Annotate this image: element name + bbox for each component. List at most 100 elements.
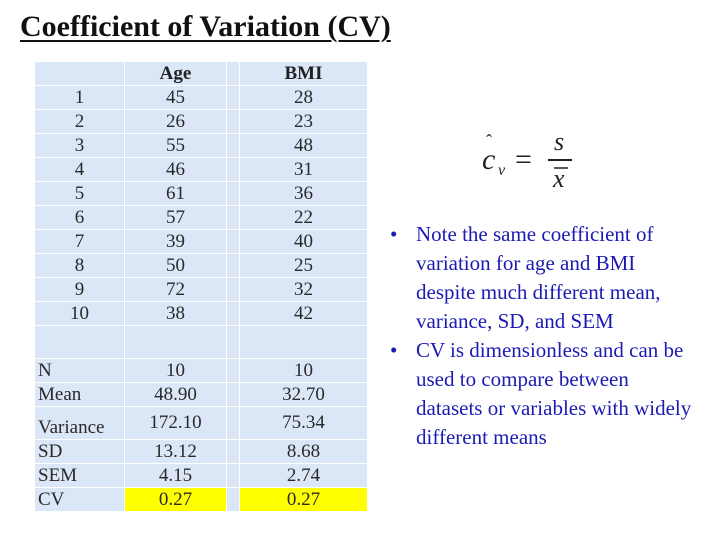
bmi-value: 42 <box>239 301 368 326</box>
row-index: 5 <box>34 181 125 206</box>
bmi-value: 23 <box>239 109 368 134</box>
spacer-cell <box>226 439 240 464</box>
age-value: 45 <box>124 85 227 110</box>
spacer-cell <box>226 382 240 407</box>
row-index: 2 <box>34 109 125 134</box>
spacer-cell <box>226 487 240 512</box>
formula-denominator: x <box>552 164 565 193</box>
bmi-value: 10 <box>239 358 368 383</box>
age-value: 72 <box>124 277 227 302</box>
note-text: Note the same coefficient of variation f… <box>416 222 661 333</box>
formula-numerator: s <box>554 127 564 156</box>
spacer-cell <box>226 61 240 86</box>
bmi-value: 25 <box>239 253 368 278</box>
stats-row-mean: Mean 48.90 32.70 <box>34 382 368 407</box>
note-text: CV is dimensionless and can be used to c… <box>416 338 692 449</box>
spacer-cell <box>226 133 240 158</box>
header-cell-bmi: BMI <box>239 61 368 86</box>
spacer-cell <box>226 229 240 254</box>
age-value: 48.90 <box>124 382 227 407</box>
bmi-value: 22 <box>239 205 368 230</box>
blank-row <box>34 325 368 359</box>
hat-accent: ˆ <box>486 131 492 151</box>
stat-label: CV <box>34 487 125 512</box>
page-title: Coefficient of Variation (CV) <box>20 10 391 43</box>
stats-row-cv: CV 0.27 0.27 <box>34 487 368 512</box>
stat-label: SD <box>34 439 125 464</box>
formula-lhs: c <box>482 143 495 176</box>
row-index: 7 <box>34 229 125 254</box>
spacer-cell <box>226 181 240 206</box>
age-value: 55 <box>124 133 227 158</box>
spacer-cell <box>226 205 240 230</box>
table-row: 7 39 40 <box>34 229 368 254</box>
header-cell-age: Age <box>124 61 227 86</box>
age-value: 26 <box>124 109 227 134</box>
bmi-value: 32 <box>239 277 368 302</box>
spacer-cell <box>226 325 240 359</box>
list-item: • Note the same coefficient of variation… <box>388 220 698 336</box>
age-value: 172.10 <box>124 406 227 440</box>
spacer-cell <box>226 157 240 182</box>
bmi-value: 8.68 <box>239 439 368 464</box>
data-table: Age BMI 1 45 28 2 26 23 3 55 48 4 46 31 <box>34 61 368 512</box>
stat-label: Variance <box>34 406 125 440</box>
age-value: 13.12 <box>124 439 227 464</box>
blank-cell <box>239 325 368 359</box>
table-row: 9 72 32 <box>34 277 368 302</box>
row-index: 8 <box>34 253 125 278</box>
spacer-cell <box>226 253 240 278</box>
spacer-cell <box>226 277 240 302</box>
table-row: 6 57 22 <box>34 205 368 230</box>
spacer-cell <box>226 358 240 383</box>
bmi-value: 40 <box>239 229 368 254</box>
bmi-cv-highlight: 0.27 <box>239 487 368 512</box>
age-value: 50 <box>124 253 227 278</box>
age-value: 10 <box>124 358 227 383</box>
bmi-value: 75.34 <box>239 406 368 440</box>
row-index: 1 <box>34 85 125 110</box>
row-index: 6 <box>34 205 125 230</box>
age-cv-highlight: 0.27 <box>124 487 227 512</box>
spacer-cell <box>226 463 240 488</box>
stats-row-sd: SD 13.12 8.68 <box>34 439 368 464</box>
stat-label: Mean <box>34 382 125 407</box>
bmi-value: 2.74 <box>239 463 368 488</box>
table-row: 1 45 28 <box>34 85 368 110</box>
age-value: 38 <box>124 301 227 326</box>
row-index: 9 <box>34 277 125 302</box>
spacer-cell <box>226 85 240 110</box>
stats-row-sem: SEM 4.15 2.74 <box>34 463 368 488</box>
bmi-value: 36 <box>239 181 368 206</box>
table-row: 2 26 23 <box>34 109 368 134</box>
bmi-value: 32.70 <box>239 382 368 407</box>
stat-label: SEM <box>34 463 125 488</box>
age-value: 61 <box>124 181 227 206</box>
age-value: 39 <box>124 229 227 254</box>
table-row: 10 38 42 <box>34 301 368 326</box>
cv-formula: c ˆ v = s x <box>482 127 572 193</box>
age-value: 4.15 <box>124 463 227 488</box>
formula-equals: = <box>515 143 532 176</box>
spacer-cell <box>226 109 240 134</box>
blank-cell <box>124 325 227 359</box>
row-index: 4 <box>34 157 125 182</box>
row-index: 3 <box>34 133 125 158</box>
bullet-icon: • <box>390 222 398 246</box>
bullet-icon: • <box>390 338 398 362</box>
table-row: 4 46 31 <box>34 157 368 182</box>
table-header-row: Age BMI <box>34 61 368 86</box>
stats-row-n: N 10 10 <box>34 358 368 383</box>
spacer-cell <box>226 301 240 326</box>
table-row: 5 61 36 <box>34 181 368 206</box>
stats-row-variance: Variance 172.10 75.34 <box>34 406 368 440</box>
table-row: 8 50 25 <box>34 253 368 278</box>
bmi-value: 28 <box>239 85 368 110</box>
age-value: 46 <box>124 157 227 182</box>
spacer-cell <box>226 406 240 440</box>
formula-subscript: v <box>498 162 506 179</box>
row-index: 10 <box>34 301 125 326</box>
notes-list: • Note the same coefficient of variation… <box>388 220 698 452</box>
table-row: 3 55 48 <box>34 133 368 158</box>
list-item: • CV is dimensionless and can be used to… <box>388 336 698 452</box>
